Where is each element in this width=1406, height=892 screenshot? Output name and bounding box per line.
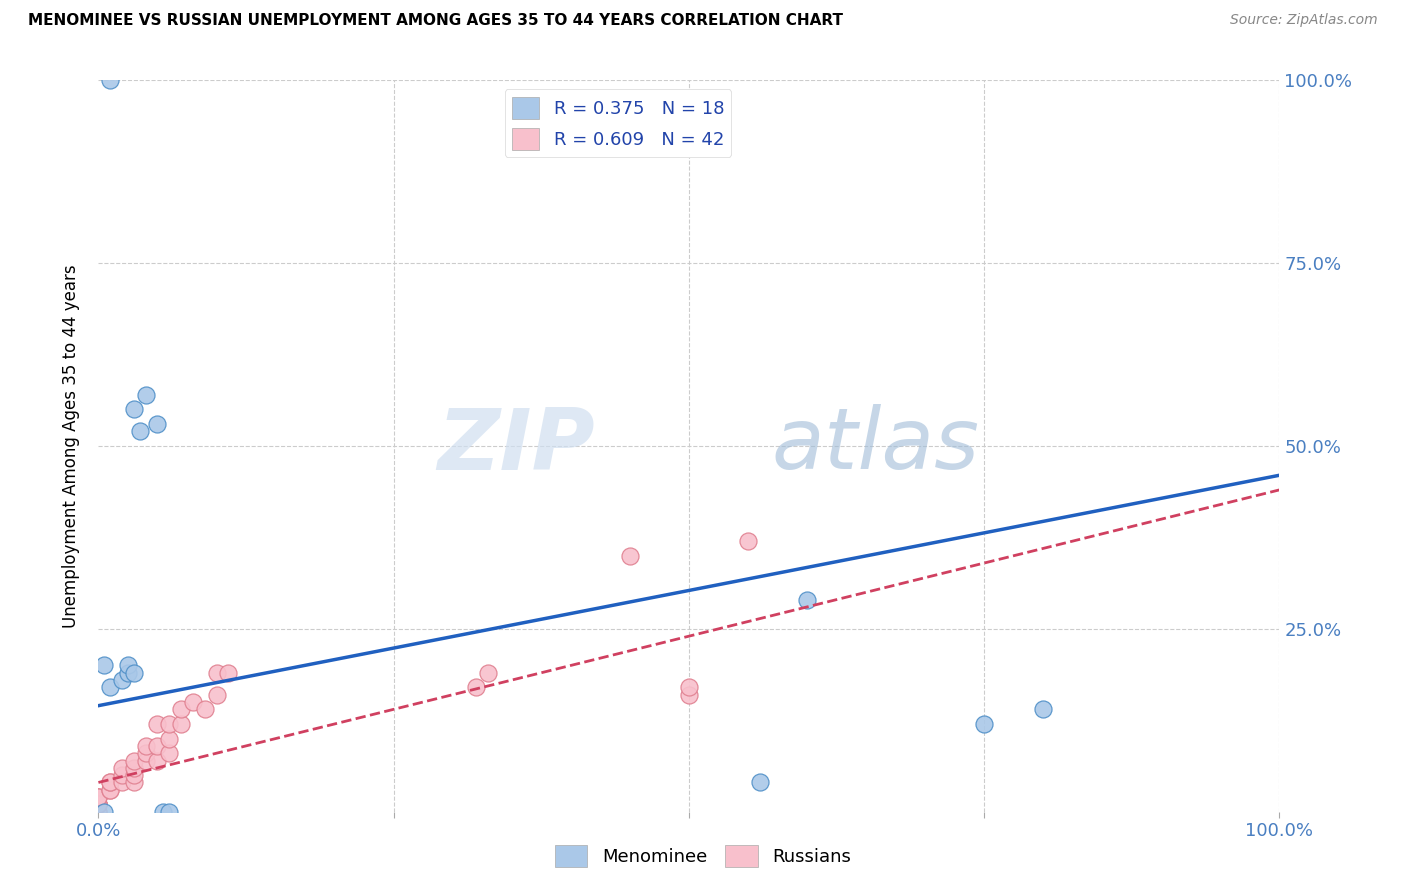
Point bbox=[217, 665, 239, 680]
Point bbox=[973, 717, 995, 731]
Point bbox=[87, 797, 110, 812]
Point bbox=[135, 388, 157, 402]
Point bbox=[122, 761, 145, 775]
Point bbox=[117, 658, 139, 673]
Point bbox=[98, 775, 121, 789]
Point bbox=[87, 790, 110, 805]
Point bbox=[170, 717, 193, 731]
Point bbox=[122, 665, 145, 680]
Point bbox=[194, 702, 217, 716]
Point bbox=[619, 549, 641, 563]
Point bbox=[146, 754, 169, 768]
Point bbox=[135, 739, 157, 753]
Text: ZIP: ZIP bbox=[437, 404, 595, 488]
Point bbox=[87, 790, 110, 805]
Point bbox=[737, 534, 759, 549]
Point bbox=[93, 658, 115, 673]
Point bbox=[117, 665, 139, 680]
Point bbox=[135, 746, 157, 760]
Point bbox=[111, 673, 134, 687]
Point bbox=[87, 790, 110, 805]
Point bbox=[98, 73, 121, 87]
Point bbox=[87, 805, 110, 819]
Point bbox=[748, 775, 770, 789]
Point bbox=[205, 665, 228, 680]
Point bbox=[157, 731, 180, 746]
Legend: R = 0.375   N = 18, R = 0.609   N = 42: R = 0.375 N = 18, R = 0.609 N = 42 bbox=[505, 89, 731, 157]
Point bbox=[111, 768, 134, 782]
Point bbox=[122, 775, 145, 789]
Text: MENOMINEE VS RUSSIAN UNEMPLOYMENT AMONG AGES 35 TO 44 YEARS CORRELATION CHART: MENOMINEE VS RUSSIAN UNEMPLOYMENT AMONG … bbox=[28, 13, 844, 29]
Point bbox=[146, 417, 169, 431]
Point bbox=[135, 754, 157, 768]
Point bbox=[477, 665, 499, 680]
Point bbox=[98, 782, 121, 797]
Point bbox=[146, 717, 169, 731]
Y-axis label: Unemployment Among Ages 35 to 44 years: Unemployment Among Ages 35 to 44 years bbox=[62, 264, 80, 628]
Point bbox=[111, 761, 134, 775]
Legend: Menominee, Russians: Menominee, Russians bbox=[548, 838, 858, 874]
Point bbox=[678, 688, 700, 702]
Point bbox=[181, 695, 204, 709]
Point bbox=[128, 425, 150, 439]
Point bbox=[796, 592, 818, 607]
Point bbox=[87, 797, 110, 812]
Point bbox=[157, 746, 180, 760]
Point bbox=[93, 805, 115, 819]
Point bbox=[157, 717, 180, 731]
Point bbox=[122, 402, 145, 417]
Point bbox=[98, 782, 121, 797]
Point bbox=[87, 805, 110, 819]
Point bbox=[98, 681, 121, 695]
Point bbox=[170, 702, 193, 716]
Point bbox=[1032, 702, 1054, 716]
Text: atlas: atlas bbox=[772, 404, 980, 488]
Point bbox=[146, 739, 169, 753]
Point bbox=[465, 681, 488, 695]
Point bbox=[122, 754, 145, 768]
Point bbox=[87, 797, 110, 812]
Point bbox=[157, 805, 180, 819]
Point bbox=[98, 775, 121, 789]
Text: Source: ZipAtlas.com: Source: ZipAtlas.com bbox=[1230, 13, 1378, 28]
Point bbox=[111, 775, 134, 789]
Point bbox=[152, 805, 174, 819]
Point bbox=[678, 681, 700, 695]
Point bbox=[122, 768, 145, 782]
Point bbox=[205, 688, 228, 702]
Point bbox=[87, 797, 110, 812]
